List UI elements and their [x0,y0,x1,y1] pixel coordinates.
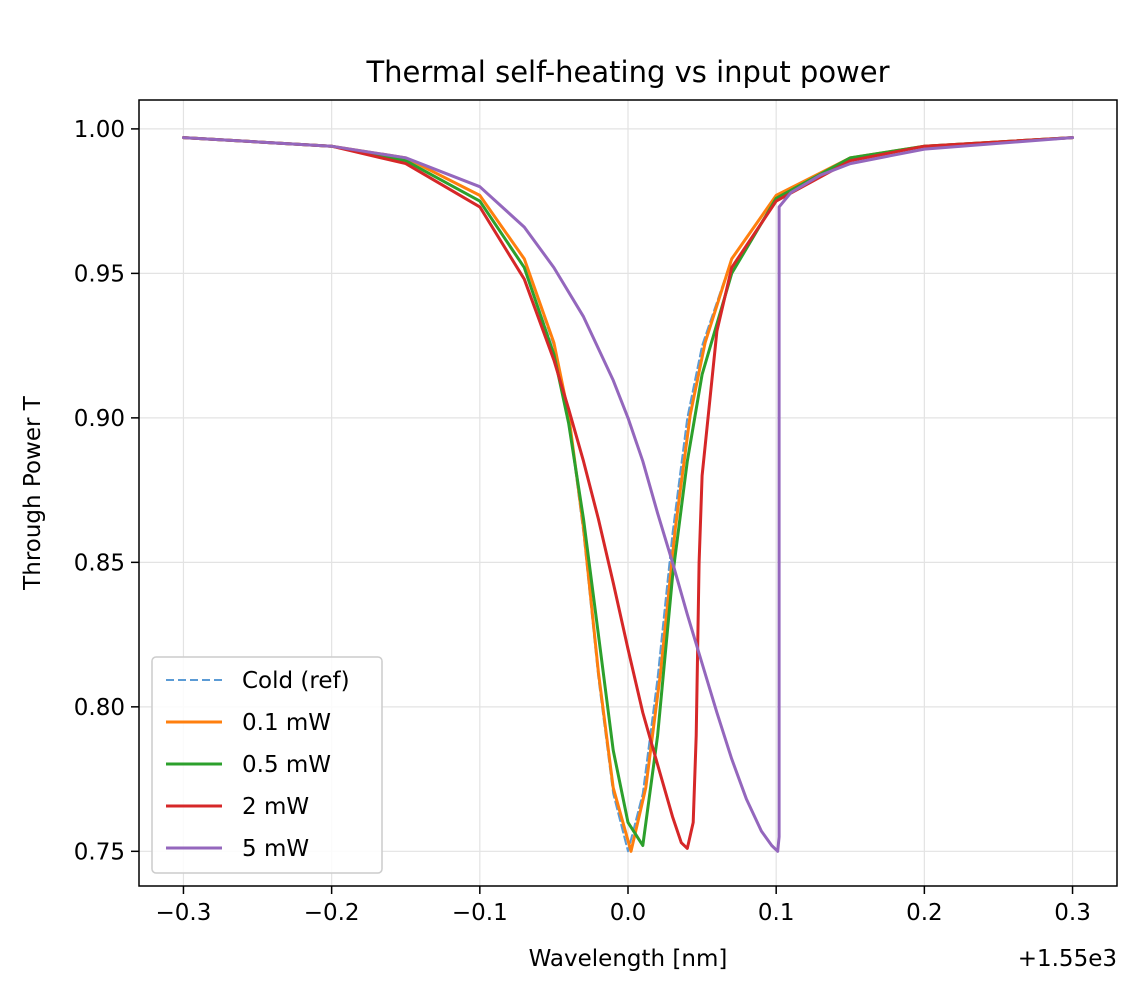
x-tick-label: 0.2 [906,900,943,926]
chart-title: Thermal self-heating vs input power [365,55,889,89]
series-lines [182,136,1074,853]
legend-label: 2 mW [242,794,309,820]
y-tick-label: 0.75 [74,839,125,865]
y-tick-label: 0.95 [74,261,125,287]
x-tick-label: −0.3 [156,900,212,926]
legend-label: 0.1 mW [242,710,331,736]
axis-ticks: −0.3 −0.2 −0.1 0.0 0.1 0.2 0.3 0.75 0.80 0.85 0.90… [74,117,1091,926]
x-offset-label: +1.55e3 [1018,946,1117,972]
legend-items: Cold (ref) 0.1 mW 0.5 mW 2 mW 5 mW [166,668,350,862]
legend-label: 5 mW [242,836,309,862]
legend-label: 0.5 mW [242,752,331,778]
legend-label: Cold (ref) [242,668,350,694]
x-axis-label: Wavelength [nm] [529,946,728,972]
x-tick-label: −0.2 [304,900,360,926]
y-tick-label: 0.80 [74,695,125,721]
series-line-3 [182,136,1074,850]
y-tick-label: 0.90 [74,406,125,432]
x-tick-label: 0.0 [610,900,647,926]
legend-box [151,656,383,874]
series-line-1 [182,136,1074,853]
y-tick-label: 1.00 [74,117,125,143]
legend: Cold (ref) 0.1 mW 0.5 mW 2 mW 5 mW [151,656,383,874]
x-tick-label: 0.3 [1054,900,1091,926]
y-axis-label: Through Power T [20,395,46,591]
x-tick-label: 0.1 [758,900,795,926]
x-tick-label: −0.1 [452,900,508,926]
series-line-4 [182,136,1074,853]
y-tick-label: 0.85 [74,550,125,576]
